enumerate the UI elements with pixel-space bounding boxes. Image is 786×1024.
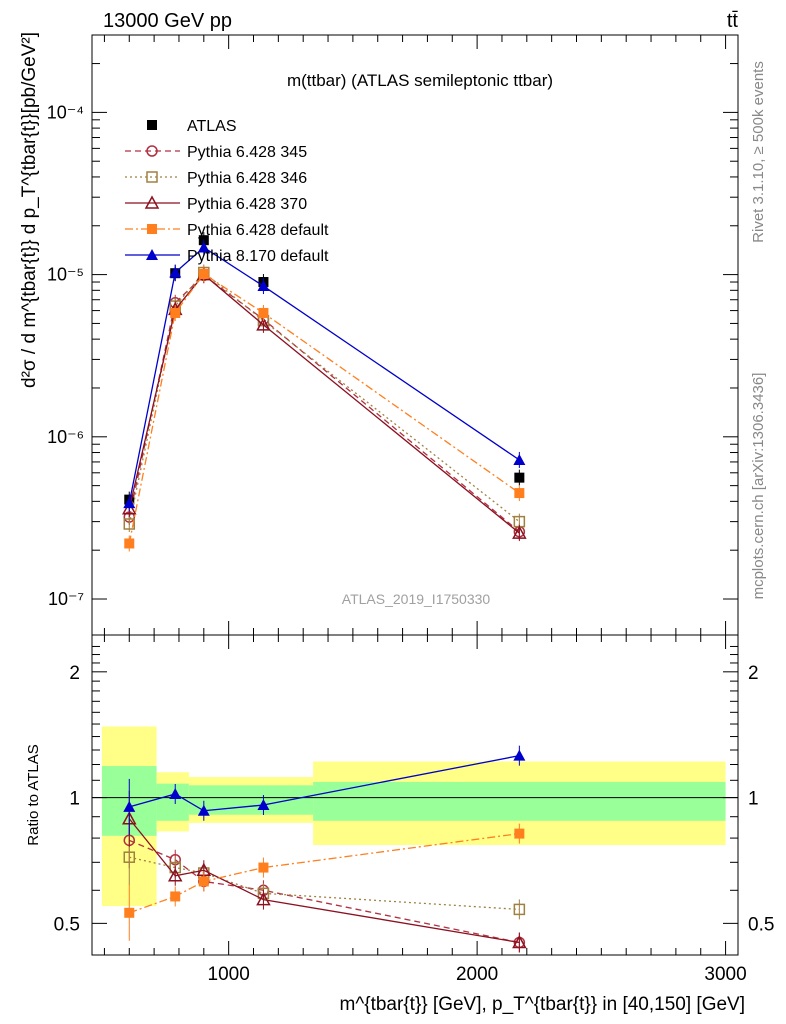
main-point-pythia-6-428-370-3	[256, 317, 271, 331]
main-point-pythia-8-170-default-0	[123, 497, 136, 509]
ratio-y-tick-label-left-0: 0.5	[54, 914, 80, 935]
legend-label-pythia-6-428-370: Pythia 6.428 370	[187, 196, 307, 213]
main-line-pythia-6-428-345	[128, 274, 520, 533]
ratio-point-pythia-6-428-default-4	[514, 828, 525, 839]
ratio-point-pythia-6-428-370-4	[512, 934, 527, 949]
ratio-point-pythia-6-428-346-4	[513, 903, 526, 916]
legend-label-pythia-6-428-346: Pythia 6.428 346	[187, 170, 307, 187]
ratio-y-tick-label-left-2: 2	[69, 663, 80, 684]
ratio-point-pythia-6-428-default-2	[198, 876, 209, 887]
side-note-mcplots: mcplots.cern.ch [arXiv:1306.3436]	[750, 373, 767, 600]
main-point-pythia-6-428-default-4	[514, 488, 525, 499]
ratio-y-axis-label: Ratio to ATLAS	[25, 744, 42, 845]
main-line-pythia-6-428-default	[128, 273, 520, 544]
legend-marker-pythia-6-428-346	[146, 171, 158, 183]
legend-label-pythia-6-428-345: Pythia 6.428 345	[187, 144, 307, 161]
legend-marker-pythia-6-428-default	[147, 224, 157, 234]
legend-marker-pythia-6-428-370	[144, 195, 160, 209]
x-tick-label-3000: 3000	[704, 964, 746, 985]
ratio-point-pythia-6-428-370-3	[256, 892, 271, 906]
ratio-plot-frame	[91, 634, 739, 956]
legend-label-atlas: ATLAS	[187, 118, 237, 135]
main-point-pythia-8-170-default-4	[513, 453, 526, 465]
legend-marker-pythia-8-170-default	[146, 249, 158, 260]
main-point-pythia-8-170-default-1	[169, 266, 182, 278]
main-line-pythia-8-170-default	[128, 246, 520, 504]
ratio-point-pythia-8-170-default-2	[197, 804, 210, 816]
ratio-point-pythia-6-428-346-0	[123, 851, 136, 863]
legend-label-pythia-6-428-default: Pythia 6.428 default	[187, 222, 329, 239]
main-y-tick-label-1: 10⁻⁶	[47, 427, 84, 447]
main-y-axis-label: d²σ / d m^{tbar{t}} d p_T^{tbar{t}}[pb/G…	[19, 32, 40, 388]
ratio-band-inner-3	[313, 781, 726, 821]
main-point-pythia-6-428-370-4	[512, 525, 527, 539]
main-point-pythia-6-428-346-0	[123, 518, 136, 530]
main-y-tick-label-3: 10⁻⁴	[47, 102, 84, 122]
ratio-band-inner-1	[156, 783, 189, 821]
main-y-tick-label-0: 10⁻⁷	[48, 589, 84, 609]
ratio-y-tick-label-right-1: 1	[748, 789, 759, 810]
analysis-watermark: ATLAS_2019_I1750330	[342, 591, 491, 607]
main-point-pythia-6-428-default-1	[170, 307, 181, 318]
ratio-y-tick-label-right-2: 2	[748, 663, 759, 684]
main-plot-title: m(ttbar) (ATLAS semileptonic ttbar)	[287, 71, 553, 90]
ratio-y-tick-label-right-0: 0.5	[748, 914, 774, 935]
legend-label-pythia-8-170-default: Pythia 8.170 default	[187, 248, 329, 265]
main-point-pythia-6-428-370-0	[122, 501, 137, 515]
ratio-point-pythia-8-170-default-0	[123, 800, 136, 812]
ratio-point-pythia-6-428-default-1	[170, 891, 181, 902]
main-point-pythia-8-170-default-3	[257, 280, 270, 292]
x-tick-label-2000: 2000	[456, 964, 498, 985]
main-line-pythia-6-428-370	[128, 273, 520, 534]
ratio-point-pythia-8-170-default-3	[257, 799, 270, 811]
ratio-point-pythia-6-428-default-3	[258, 862, 269, 873]
main-point-pythia-6-428-default-2	[198, 268, 209, 279]
collision-label: 13000 GeV pp	[103, 10, 232, 32]
ratio-line-pythia-6-428-346	[129, 856, 520, 911]
legend-marker-atlas	[147, 120, 157, 130]
ratio-y-tick-label-left-1: 1	[69, 789, 80, 810]
process-label: tt̄	[727, 10, 739, 32]
ratio-point-pythia-6-428-default-0	[124, 907, 135, 918]
ratio-point-pythia-8-170-default-4	[513, 749, 526, 761]
ratio-line-pythia-6-428-345	[129, 839, 520, 944]
side-note-rivet: Rivet 3.1.10, ≥ 500k events	[750, 61, 767, 243]
main-point-atlas-4	[514, 472, 525, 483]
ratio-point-pythia-8-170-default-1	[169, 788, 182, 800]
ratio-point-pythia-6-428-370-1	[167, 868, 183, 882]
main-point-pythia-6-428-default-0	[124, 538, 135, 549]
x-axis-label: m^{tbar{t}} [GeV], p_T^{tbar{t}} in [40,…	[340, 994, 746, 1015]
main-point-pythia-6-428-default-3	[258, 307, 269, 318]
legend-marker-pythia-6-428-345	[146, 145, 158, 157]
x-tick-label-1000: 1000	[208, 964, 250, 985]
main-y-tick-label-2: 10⁻⁵	[47, 265, 84, 285]
main-point-pythia-8-170-default-2	[197, 241, 210, 253]
